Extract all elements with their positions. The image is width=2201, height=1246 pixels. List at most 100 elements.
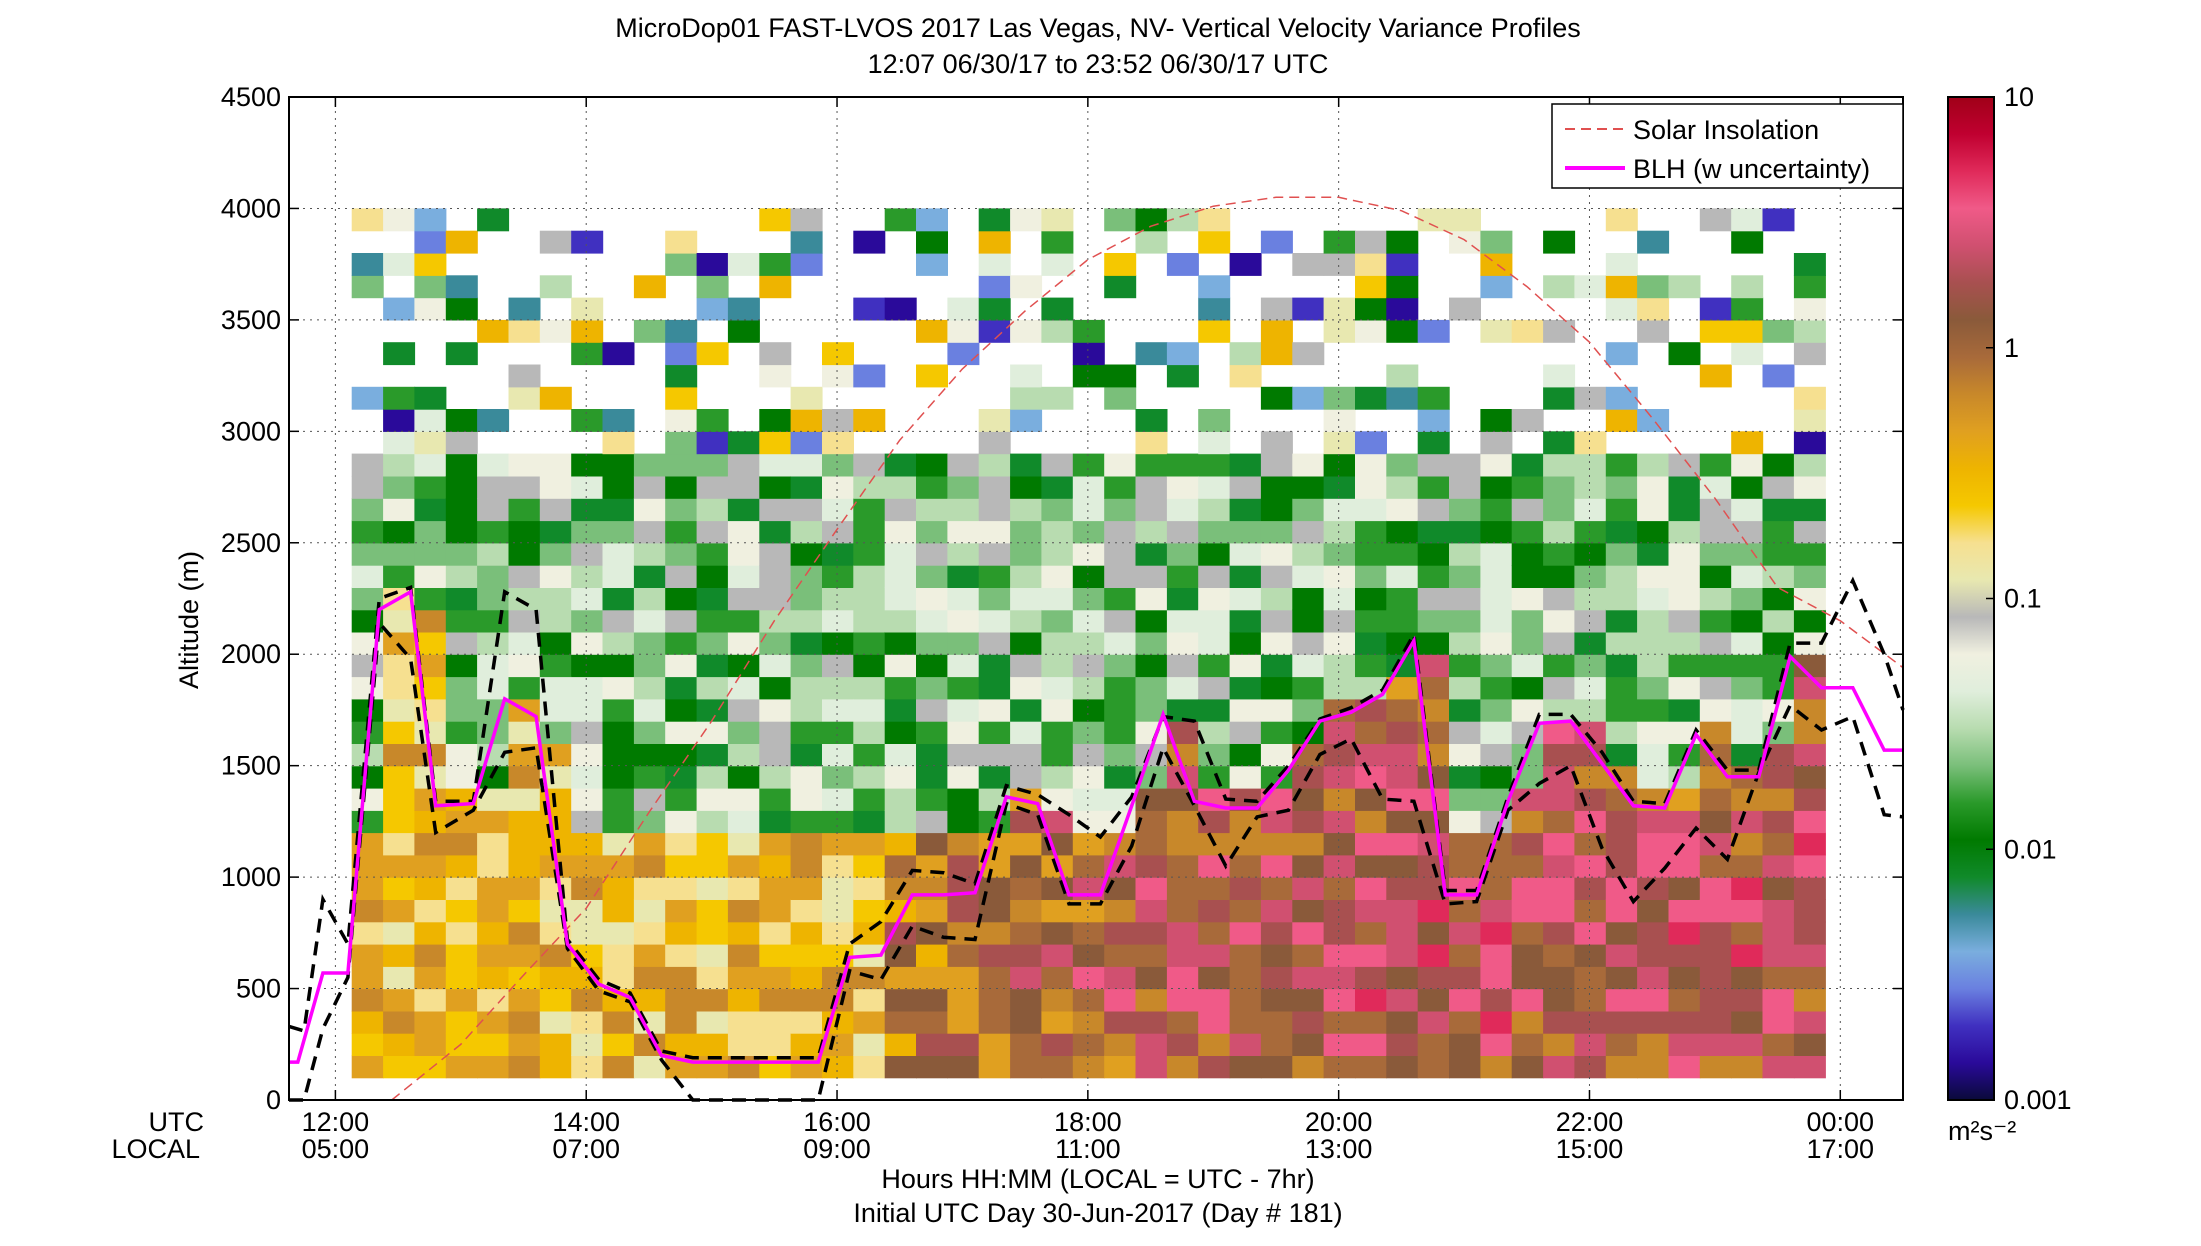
heatmap-cell [727,587,760,611]
heatmap-cell [414,944,447,967]
heatmap-cell [853,297,886,321]
heatmap-cell [853,1055,886,1079]
heatmap-cell [1699,788,1732,811]
heatmap-cell [1543,743,1576,767]
heatmap-cell [1793,721,1826,744]
heatmap-cell [1511,988,1544,1012]
heatmap-cell [1229,698,1262,722]
heatmap-cell [571,631,604,655]
heatmap-cell [351,1033,384,1056]
heatmap-cell [1731,832,1764,856]
heatmap-cell [1323,609,1356,633]
heatmap-cell [1480,542,1513,566]
heatmap-cell [1323,253,1356,276]
heatmap-cell [665,431,698,455]
heatmap-cell [727,475,760,499]
heatmap-cell [414,542,447,566]
heatmap-cell [571,654,604,678]
heatmap-cell [853,832,886,856]
heatmap-cell [1355,542,1387,566]
heatmap-cell [1323,676,1356,700]
heatmap-cell [1386,565,1419,588]
heatmap-cell [1449,475,1481,499]
heatmap-cell [727,609,760,633]
heatmap-cell [1386,520,1419,544]
heatmap-cell [633,453,666,477]
heatmap-cell [790,453,823,477]
heatmap-cell [633,609,666,633]
heatmap-cell [414,475,447,499]
heatmap-cell [665,743,698,767]
heatmap-cell [1135,631,1168,655]
heatmap-cell [1511,453,1544,477]
heatmap-cell [665,698,698,722]
blh-line [289,588,1903,1064]
heatmap-cell [1480,520,1513,544]
heatmap-cell [1198,453,1231,477]
heatmap-cell [978,587,1011,611]
heatmap-cell [978,743,1011,767]
heatmap-cell [1668,810,1701,834]
heatmap-cell [790,743,823,767]
x-axis-label: Hours HH:MM (LOCAL = UTC - 7hr) [881,1164,1314,1194]
heatmap-cell [1543,431,1576,455]
heatmap-cell [1605,475,1638,499]
heatmap-cell [445,1010,478,1034]
heatmap-cell [1449,208,1481,232]
heatmap-cell [1104,364,1137,388]
heatmap-cell [571,319,604,343]
heatmap-cell [1731,431,1764,455]
heatmap-cell [477,520,510,544]
heatmap-cell [1480,988,1513,1012]
heatmap-cell [1699,587,1732,611]
heatmap-cell [508,854,541,878]
heatmap-cell [1041,609,1074,633]
heatmap-cell [1198,275,1231,299]
heatmap-cell [1355,921,1387,945]
heatmap-cell [822,631,854,655]
heatmap-cell [1511,1033,1544,1056]
heatmap-cell [602,944,635,967]
heatmap-cell [1104,988,1137,1012]
heatmap-cell [1637,832,1670,856]
heatmap-cell [1323,899,1356,923]
heatmap-cell [947,988,980,1012]
heatmap-cell [383,1010,416,1034]
heatmap-cell [1292,810,1325,834]
heatmap-cell [1010,966,1043,990]
heatmap-cell [571,587,604,611]
heatmap-cell [759,565,792,588]
heatmap-cell [790,877,823,900]
heatmap-cell [1323,319,1356,343]
heatmap-cell [1229,676,1262,700]
heatmap-cell [727,498,760,522]
heatmap-cell [978,654,1011,678]
heatmap-cell [1355,654,1387,678]
heatmap-cell [539,1055,572,1079]
heatmap-cell [1386,253,1419,276]
heatmap-cell [445,275,478,299]
heatmap-cell [414,899,447,923]
heatmap-cell [1229,810,1262,834]
heatmap-cell [1229,877,1262,900]
heatmap-cell [759,475,792,499]
heatmap-cell [1072,966,1105,990]
heatmap-cell [665,631,698,655]
heatmap-cell [1229,542,1262,566]
heatmap-cell [1260,342,1293,366]
heatmap-cell [633,587,666,611]
heatmap-cell [508,988,541,1012]
heatmap-cell [1104,208,1137,232]
heatmap-cell [884,810,917,834]
heatmap-cell [1762,676,1795,700]
heatmap-cell [1543,631,1576,655]
heatmap-cell [1386,1033,1419,1056]
heatmap-cell [978,208,1011,232]
heatmap-cell [508,542,541,566]
heatmap-cell [1323,966,1356,990]
heatmap-cell [727,297,760,321]
heatmap-cell [727,698,760,722]
heatmap-cell [1166,364,1199,388]
heatmap-cell [539,319,572,343]
heatmap-cell [1010,453,1043,477]
